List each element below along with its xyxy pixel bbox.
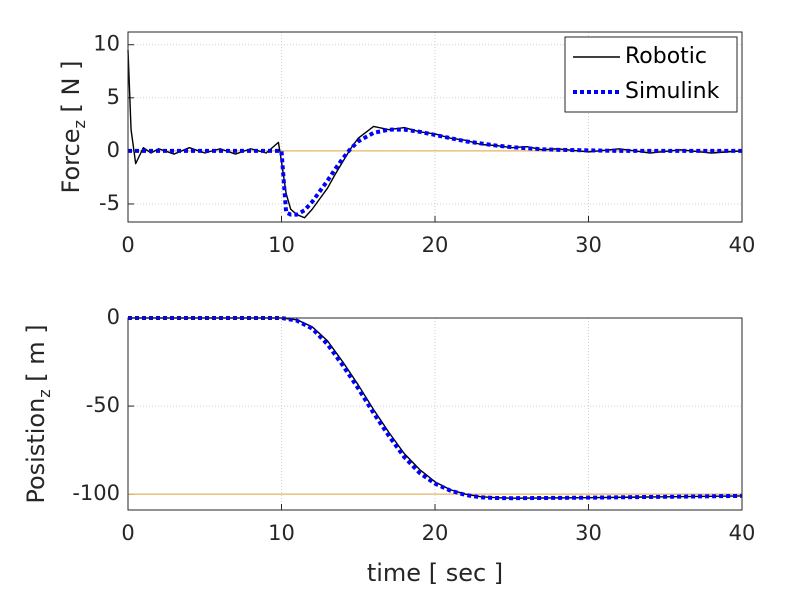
legend-box [564, 36, 738, 113]
x-axis-label: time [ sec ] [367, 559, 503, 587]
x-tick-label: 40 [729, 521, 756, 545]
series-line [128, 317, 743, 499]
x-tick-label: 40 [729, 233, 756, 257]
y-tick-label: -50 [86, 393, 120, 417]
y-axis-label: Posistionz [ m ] [22, 324, 54, 503]
x-tick-label: 30 [575, 521, 602, 545]
subplot: 0 10 20 30 40 -100 -50 0 Posistionz [ m ] time [ … [22, 305, 755, 587]
y-axis-label: Forcez [ N ] [57, 61, 89, 194]
legend-label: Simulink [625, 79, 720, 104]
axes-box [127, 317, 743, 511]
x-tick-label: 10 [268, 233, 295, 257]
x-tick-label: 30 [575, 233, 602, 257]
legend-label: Robotic [625, 44, 707, 69]
series-line [128, 127, 742, 217]
series-line [128, 316, 743, 501]
legend: Robotic Simulink [564, 36, 738, 113]
y-tick-label: 5 [107, 85, 120, 109]
y-label-unit: [ N ] [57, 61, 85, 121]
x-tick-label: 20 [422, 233, 449, 257]
y-label-text: Posistion [22, 398, 50, 504]
axes-box [127, 31, 743, 223]
x-tick-label: 0 [121, 233, 134, 257]
y-tick-label: 0 [107, 138, 120, 162]
y-label-unit: [ m ] [22, 324, 50, 389]
x-tick-label: 0 [121, 521, 134, 545]
y-label-subscript: z [35, 389, 54, 397]
y-tick-label: -5 [99, 191, 120, 215]
x-tick-label: 20 [422, 521, 449, 545]
y-label-text: Force [57, 129, 85, 194]
y-tick-label: 10 [93, 32, 120, 56]
y-label-subscript: z [70, 120, 89, 128]
x-tick-label: 10 [268, 521, 295, 545]
y-tick-label: -100 [72, 481, 120, 505]
y-tick-label: 0 [107, 305, 120, 329]
